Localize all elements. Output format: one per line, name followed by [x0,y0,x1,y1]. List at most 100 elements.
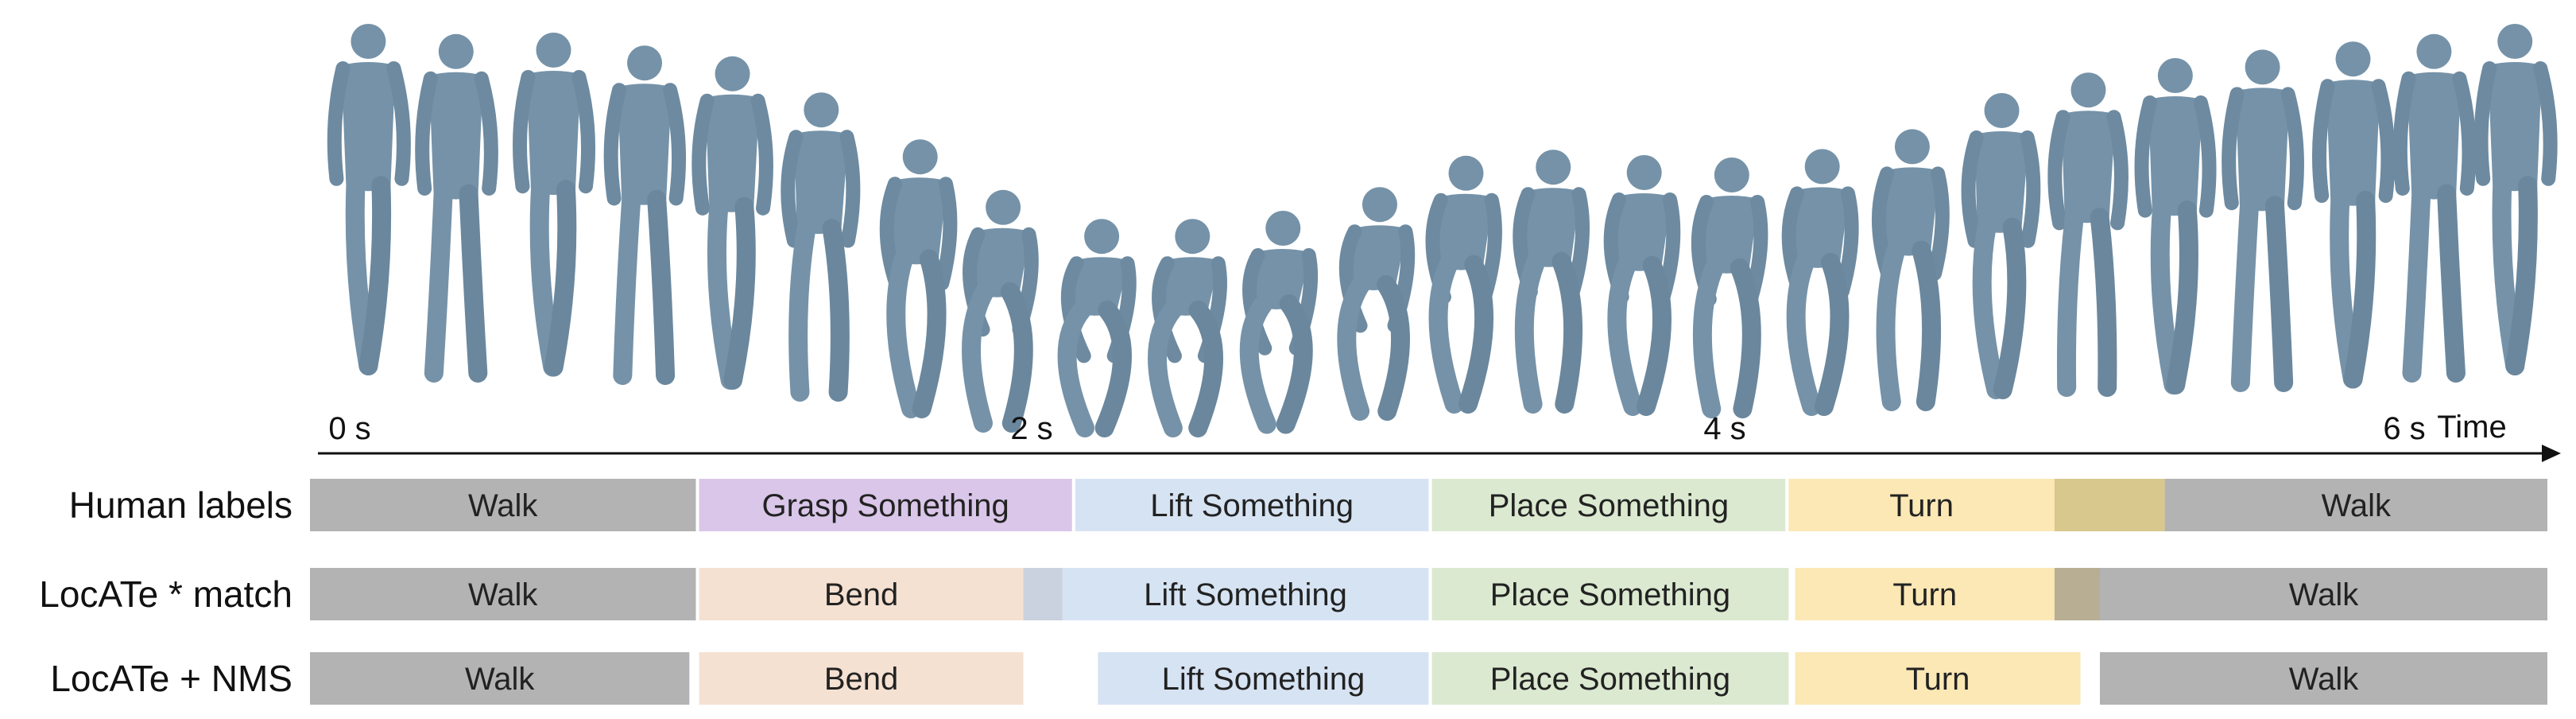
pose-head [715,56,750,91]
pose-arm-right [571,70,596,194]
pose-head [2335,41,2371,77]
segment-overlap [1023,568,1063,620]
segment-bar [1788,479,2055,531]
segment-bar [1795,652,2081,705]
pose-leg-left [788,219,816,402]
pose-leg-left [1337,274,1371,421]
pose-head [1084,219,1120,255]
segment-bar [699,652,1024,705]
pose-leg-right [1000,282,1033,433]
human-pose-figure [1513,150,1590,414]
segment-bar [1062,568,1429,620]
label-row: LocATe * match Bend Walk Lift Something Plac… [39,568,2547,620]
time-axis-arrowhead [2542,445,2561,462]
segment-label: Walk [468,577,538,612]
pose-arm-right [1927,166,1950,281]
human-pose-figure [2222,49,2304,392]
pose-leg-left [1972,217,2006,399]
segment-overlap [2054,479,2165,531]
pose-arm-left [2392,71,2416,196]
human-pose-figure [415,33,498,383]
pose-head [1265,211,1301,246]
pose-torso [1253,249,1311,310]
pose-torso [618,84,672,205]
time-tick-label: 6 s [2383,411,2425,446]
segment-bar [2164,479,2547,531]
pose-head [2070,72,2106,108]
pose-arm-right [2533,61,2558,186]
pose-leg-right [2264,196,2294,392]
pose-torso [1351,225,1408,290]
pose-arm-left [603,83,627,206]
pose-leg-left [1786,252,1822,416]
pose-leg-left [2150,200,2183,394]
pose-leg-left [1607,255,1643,416]
segment-bar [1431,479,1786,531]
pose-arm-left [1152,256,1182,363]
pose-arm-left [691,93,715,216]
pose-leg-left [2056,208,2084,397]
time-tick-label: 0 s [328,411,370,446]
human-pose-figure [1691,157,1768,418]
pose-arm-right [2020,130,2041,248]
segment-bar [1795,568,2055,620]
human-pose-figure [2047,72,2129,397]
pose-arm-left [2473,61,2497,186]
human-pose-figure [1057,219,1137,437]
segment-bar [1075,479,1429,531]
pose-arm-left [2047,110,2070,231]
pose-leg-right [1458,255,1494,414]
pose-torso [2061,111,2116,223]
pose-head [1714,157,1749,192]
pose-torso [2235,87,2290,212]
segment-label: Lift Something [1144,577,1347,612]
pose-leg-right [723,196,756,390]
human-pose-figure [1337,187,1416,421]
pose-head [902,139,938,175]
human-pose-figure [1425,155,1502,414]
human-pose-figure [2134,58,2217,394]
human-pose-figure [2392,33,2477,383]
pose-head [804,92,839,128]
pose-leg-right [1377,274,1411,421]
human-pose-figure [513,33,596,377]
pose-torso [2407,72,2462,200]
human-pose-figure [691,56,773,390]
pose-leg-right [2166,200,2198,394]
pose-head [2416,33,2452,69]
time-axis-title: Time [2437,410,2506,445]
segment-label: Bend [824,577,898,612]
time-tick-label: 2 s [1010,411,1052,446]
pose-torso [794,130,849,235]
row-label: LocATe * match [39,573,292,615]
segment-bar [699,479,1072,531]
pose-leg-right [1276,294,1313,434]
pose-arm-right [2452,71,2477,196]
pose-leg-right [1814,252,1850,416]
segment-label: Bend [824,662,898,697]
pose-torso [2326,80,2380,206]
pose-leg-right [2343,190,2377,389]
pose-arm-right [2371,79,2396,204]
segment-label: Place Something [1490,662,1730,697]
pose-leg-left [2230,196,2259,392]
pose-arm-left [2311,79,2335,204]
pose-leg-right [647,189,676,385]
segment-bar [699,568,1024,620]
human-pose-figure [1239,211,1319,434]
human-pose-figure [2311,41,2396,389]
pose-arm-right [2193,95,2217,218]
pose-arm-right [386,61,411,186]
pose-leg-left [962,282,994,433]
pose-head [2245,49,2280,85]
pose-head [1448,155,1484,191]
pose-leg-left [1057,300,1094,437]
pose-leg-right [544,180,577,377]
segment-label: Lift Something [1162,662,1365,697]
human-pose-figure [962,189,1039,433]
pose-leg-right [2437,184,2466,383]
segment-label: Walk [468,488,538,523]
pose-head [986,189,1021,225]
pose-torso [2488,62,2543,192]
pose-head [1536,150,1571,185]
